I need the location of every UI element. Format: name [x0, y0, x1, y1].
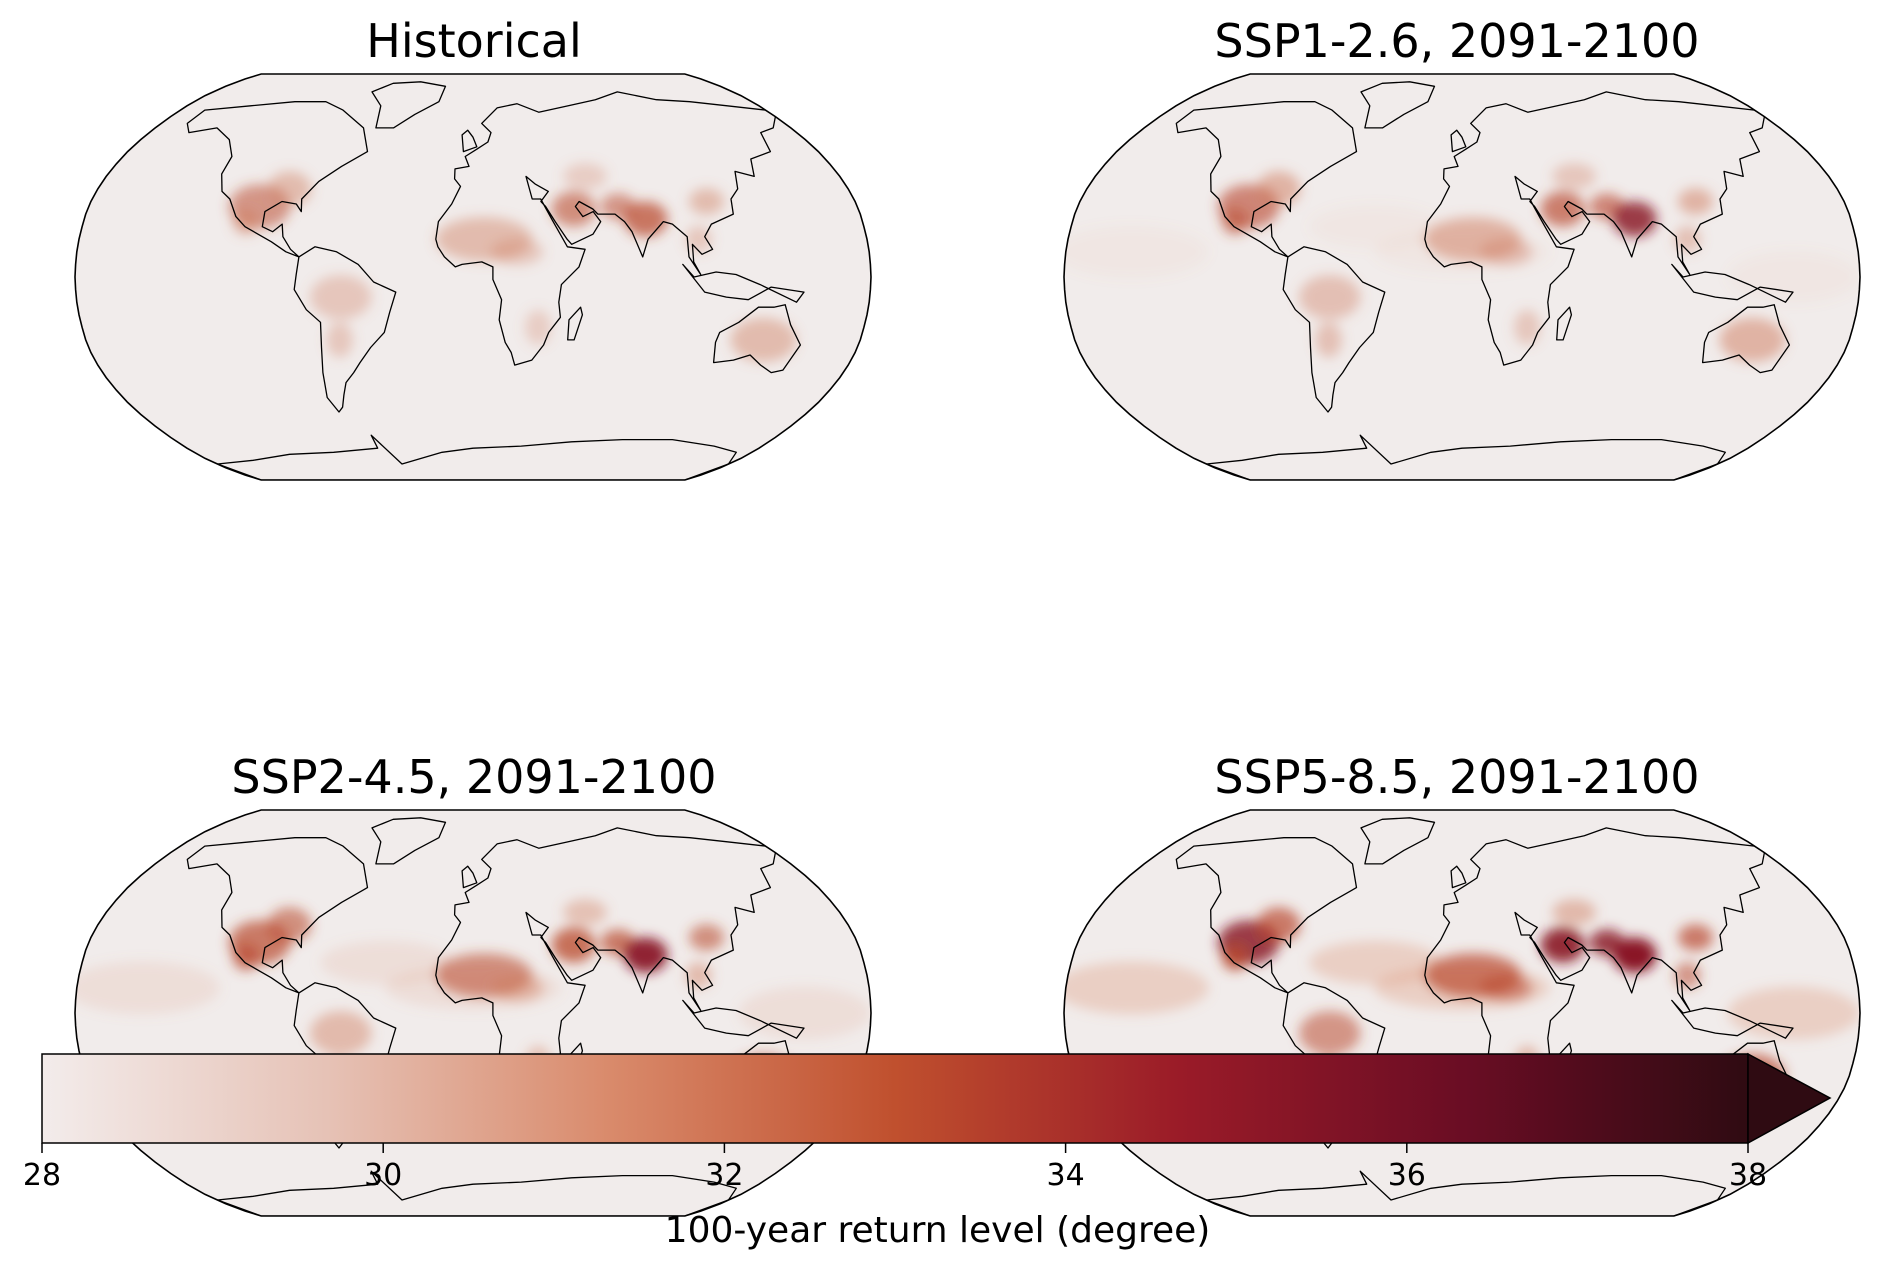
heat-hotspot	[309, 275, 372, 320]
heat-hotspot	[524, 1045, 552, 1081]
coastline-madagascar	[1556, 306, 1573, 341]
heat-hotspot	[730, 317, 797, 362]
heat-hotspot	[1221, 944, 1249, 971]
map-outline	[74, 73, 872, 481]
colorbar-tick-label: 28	[22, 1158, 62, 1193]
coastline-greenland	[1360, 817, 1436, 865]
colorbar-tick-label: 32	[705, 1158, 744, 1193]
heat-hotspot	[232, 944, 260, 971]
heat-hotspot	[1298, 1011, 1361, 1056]
heat-hotspot	[1540, 927, 1585, 963]
heat-hotspot	[309, 1011, 372, 1056]
map-ssp585	[1063, 809, 1861, 1217]
heat-hotspot	[326, 322, 353, 358]
heat-hotspot	[1315, 1058, 1342, 1094]
heat-hotspot	[1221, 208, 1249, 235]
heat-hotspot	[1513, 1045, 1541, 1081]
heat-hotspot	[563, 899, 608, 926]
coastline-north-america	[186, 101, 369, 258]
coastline-uk	[1450, 129, 1467, 153]
map-outline	[1063, 73, 1861, 481]
coastline-indonesia	[1671, 999, 1794, 1039]
map-background	[75, 74, 871, 480]
colorbar-tick-label: 38	[1728, 1158, 1768, 1193]
heat-hotspot	[563, 163, 608, 190]
coastline-africa-eurasia	[1424, 91, 1766, 366]
coastline-madagascar	[567, 306, 584, 341]
ocean-heat-band	[1309, 204, 1442, 249]
heat-hotspot	[551, 927, 596, 963]
panel-title-ssp585: SSP5-8.5, 2091-2100	[1214, 750, 1700, 804]
coastline-indonesia	[682, 263, 805, 303]
coastline-africa-eurasia	[435, 91, 777, 366]
coastline-greenland	[371, 81, 447, 129]
map-ssp126	[1063, 73, 1861, 481]
coastline-north-america	[1175, 101, 1358, 258]
panel-title-ssp126: SSP1-2.6, 2091-2100	[1214, 14, 1700, 68]
heat-hotspot	[1256, 171, 1301, 207]
heat-hotspot	[1513, 309, 1541, 345]
heat-hotspot	[1298, 275, 1361, 320]
heat-hotspot	[490, 974, 544, 1002]
heat-hotspot	[623, 201, 668, 237]
coastline-australia	[1701, 304, 1791, 374]
colorbar-label: 100-year return level (degree)	[664, 1210, 1211, 1251]
coastline-uk	[461, 865, 478, 889]
ocean-heat-band	[320, 940, 453, 985]
heat-hotspot	[623, 937, 668, 973]
map-historical	[74, 73, 872, 481]
heat-hotspot	[1612, 937, 1657, 973]
heat-hotspot	[1612, 201, 1657, 237]
heat-hotspot	[1677, 188, 1714, 215]
coastline-uk	[1450, 865, 1467, 889]
heat-hotspot	[730, 1053, 797, 1098]
heat-hotspot	[326, 1058, 353, 1094]
heat-hotspot	[524, 309, 552, 345]
ocean-heat-band	[1309, 940, 1442, 985]
coastline-indonesia	[1671, 263, 1794, 303]
panel-title-historical: Historical	[366, 14, 582, 68]
coastline-greenland	[371, 817, 447, 865]
heat-hotspot	[267, 907, 312, 943]
map-ssp245	[74, 809, 872, 1217]
heat-hotspot	[688, 188, 725, 215]
heat-hotspot	[1256, 907, 1301, 943]
heat-hotspot	[232, 208, 260, 235]
heat-hotspot	[267, 171, 312, 207]
coastline-greenland	[1360, 81, 1436, 129]
ocean-heat-band	[1727, 986, 1860, 1040]
coastline-uk	[461, 129, 478, 153]
colorbar-tick-label: 36	[1387, 1158, 1426, 1193]
coastline-south-america	[1282, 246, 1386, 413]
heat-hotspot	[1719, 1053, 1786, 1098]
heat-hotspot	[1552, 899, 1597, 926]
coastline-north-america	[186, 837, 369, 994]
coastline-australia	[712, 304, 802, 374]
coastline-indonesia	[682, 999, 805, 1039]
heat-hotspot	[1677, 924, 1714, 951]
ocean-heat-band	[75, 961, 220, 1015]
heat-hotspot	[1540, 191, 1585, 227]
ocean-heat-band	[1064, 225, 1209, 279]
heat-hotspot	[551, 191, 596, 227]
coastline-north-america	[1175, 837, 1358, 994]
ocean-heat-band	[1064, 961, 1209, 1015]
heat-hotspot	[1315, 322, 1342, 358]
heat-hotspot	[1479, 238, 1533, 266]
map-background	[1064, 74, 1860, 480]
colorbar-tick-label: 30	[364, 1158, 403, 1193]
heat-hotspot	[1552, 163, 1597, 190]
coastline-south-america	[293, 246, 397, 413]
heat-hotspot	[1719, 317, 1786, 362]
ocean-heat-band	[738, 986, 871, 1040]
heat-hotspot	[490, 238, 544, 266]
colorbar-tick-label: 34	[1046, 1158, 1085, 1193]
heat-hotspot	[1479, 974, 1533, 1002]
panel-title-ssp245: SSP2-4.5, 2091-2100	[231, 750, 717, 804]
heat-hotspot	[688, 924, 725, 951]
ocean-heat-band	[1727, 250, 1860, 304]
